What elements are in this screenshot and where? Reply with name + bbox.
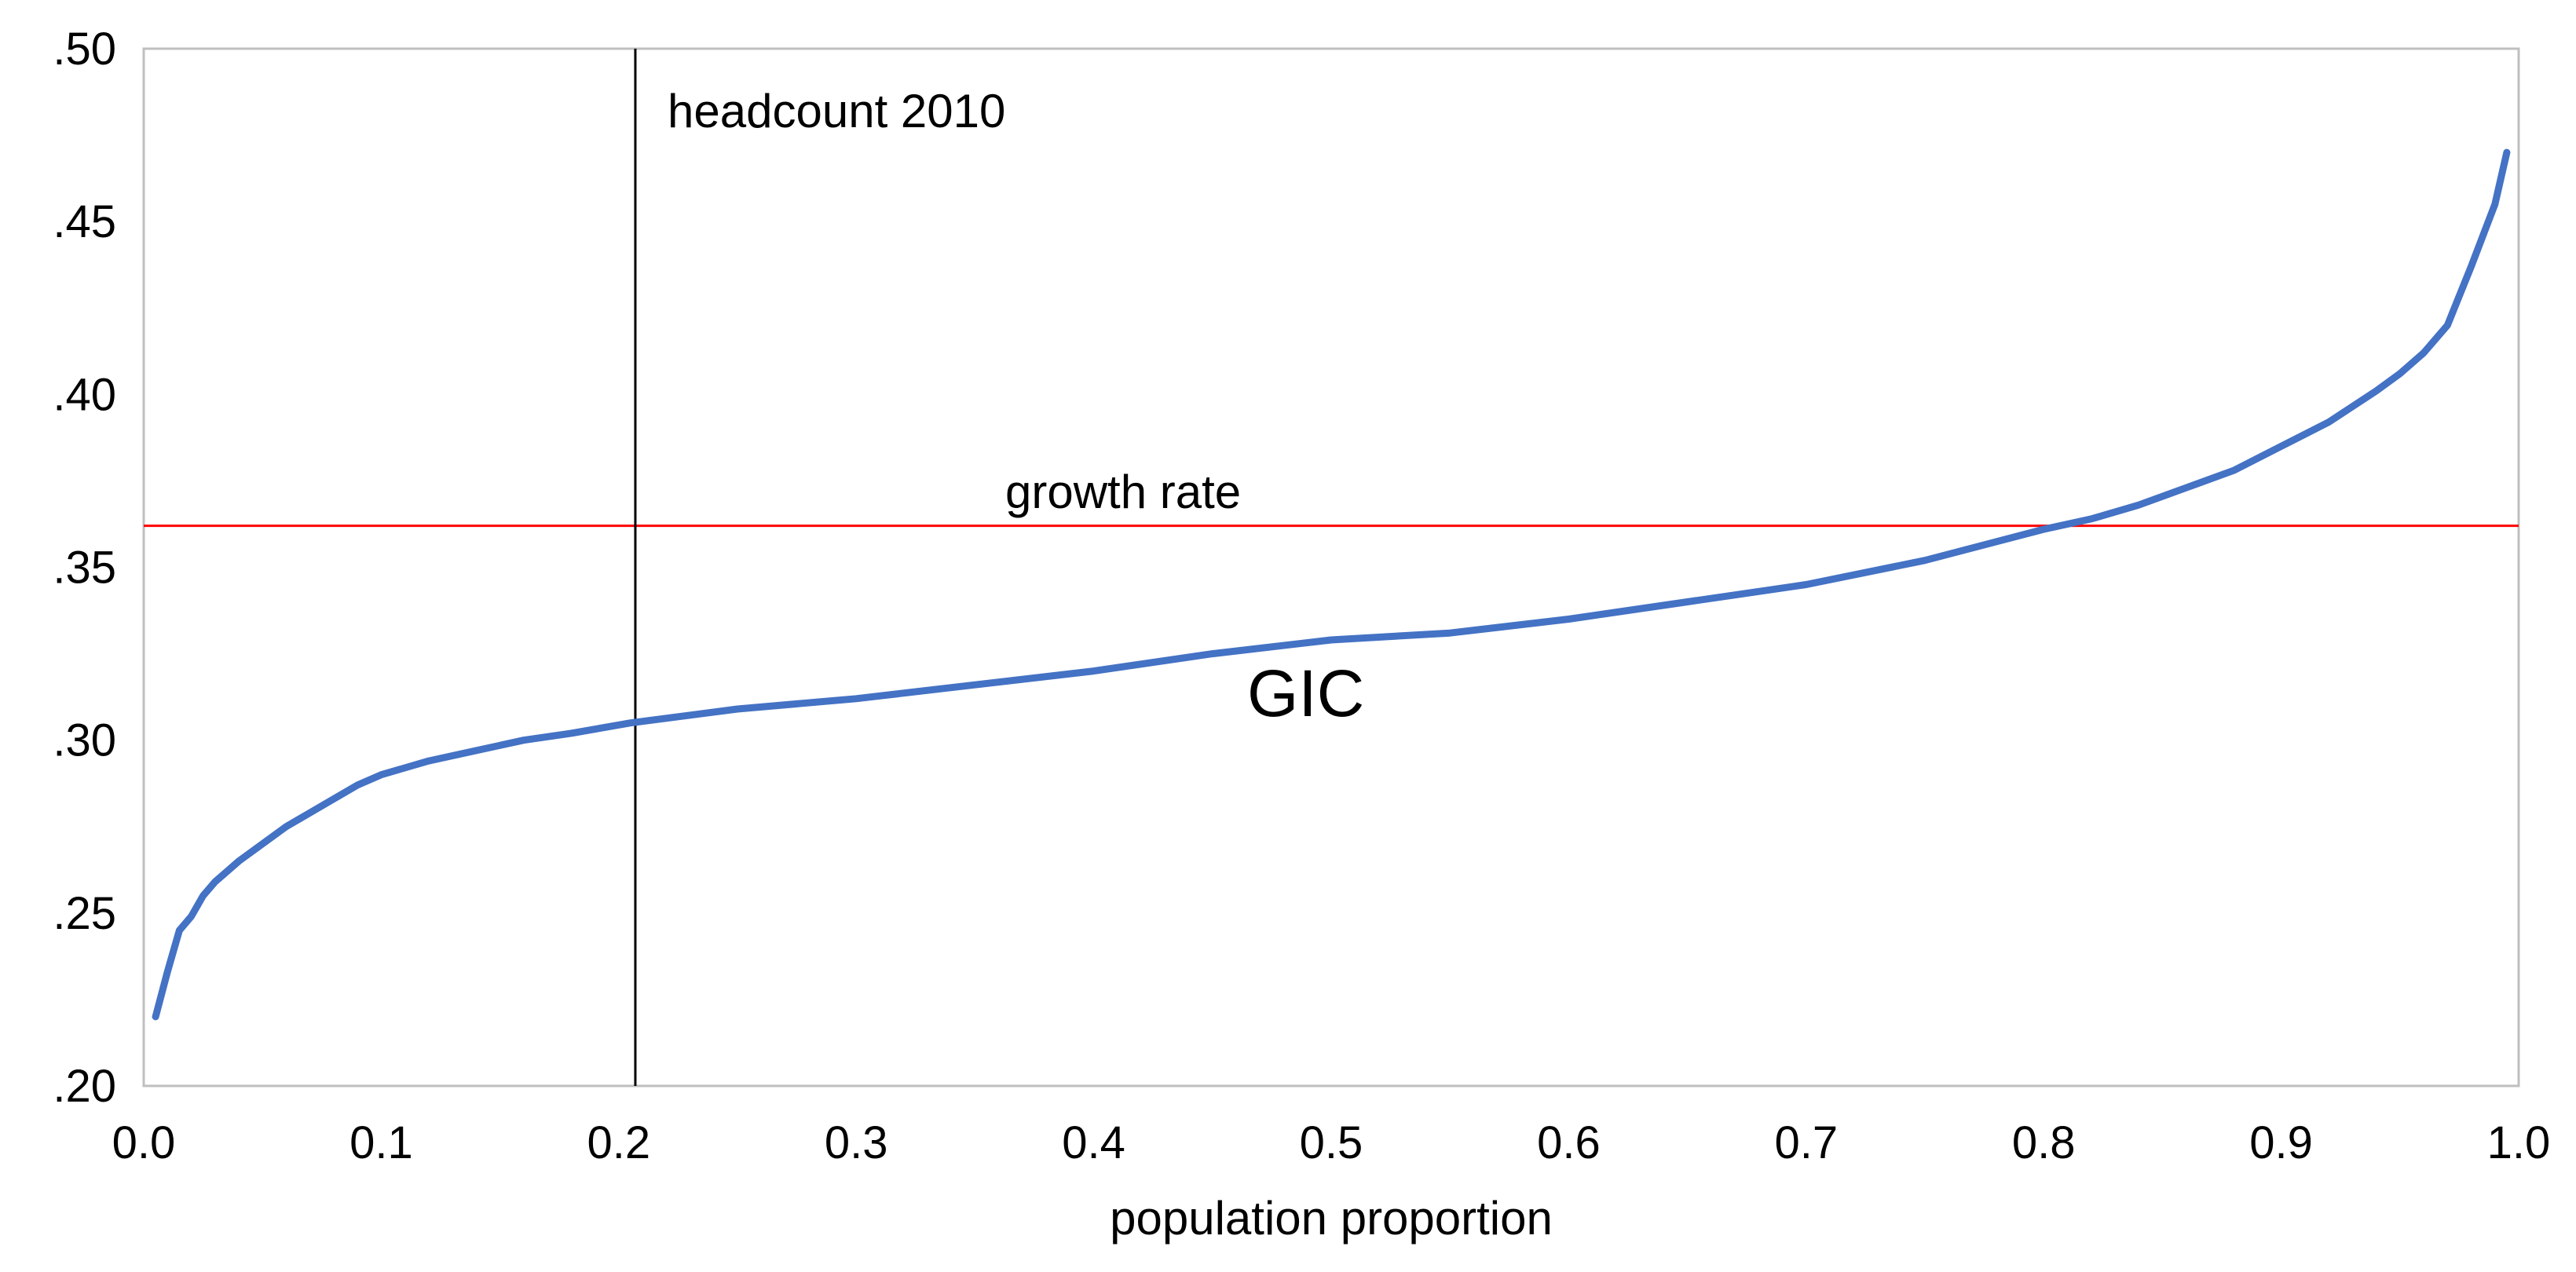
x-tick-label: 0.6: [1537, 1117, 1601, 1168]
y-tick-label: .40: [53, 369, 116, 420]
x-tick-label: 0.0: [112, 1117, 176, 1168]
y-axis-ticks: .20 .25 .30 .35 .40 .45 .50: [53, 24, 116, 1112]
x-tick-label: 0.3: [825, 1117, 888, 1168]
x-tick-label: 0.7: [1774, 1117, 1838, 1168]
x-tick-label: 1.0: [2487, 1117, 2551, 1168]
x-tick-label: 0.5: [1300, 1117, 1363, 1168]
x-axis-ticks: 0.0 0.1 0.2 0.3 0.4 0.5 0.6 0.7 0.8 0.9 1.0: [112, 1117, 2551, 1168]
gic-label: GIC: [1247, 656, 1364, 730]
y-tick-label: .30: [53, 715, 116, 766]
x-tick-label: 0.9: [2249, 1117, 2313, 1168]
x-tick-label: 0.1: [349, 1117, 413, 1168]
y-tick-label: .50: [53, 24, 116, 75]
x-tick-label: 0.4: [1062, 1117, 1125, 1168]
x-axis-title: population proportion: [1110, 1192, 1553, 1245]
x-tick-label: 0.8: [2012, 1117, 2076, 1168]
headcount-2010-label: headcount 2010: [668, 85, 1005, 137]
x-tick-label: 0.2: [587, 1117, 650, 1168]
plot-area-frame: [142, 47, 2520, 1087]
y-tick-label: .25: [53, 888, 116, 939]
y-tick-label: .45: [53, 196, 116, 247]
growth-rate-label: growth rate: [1005, 466, 1241, 518]
y-tick-label: .20: [53, 1061, 116, 1112]
y-tick-label: .35: [53, 543, 116, 594]
gic-series-line: [152, 148, 2511, 1021]
